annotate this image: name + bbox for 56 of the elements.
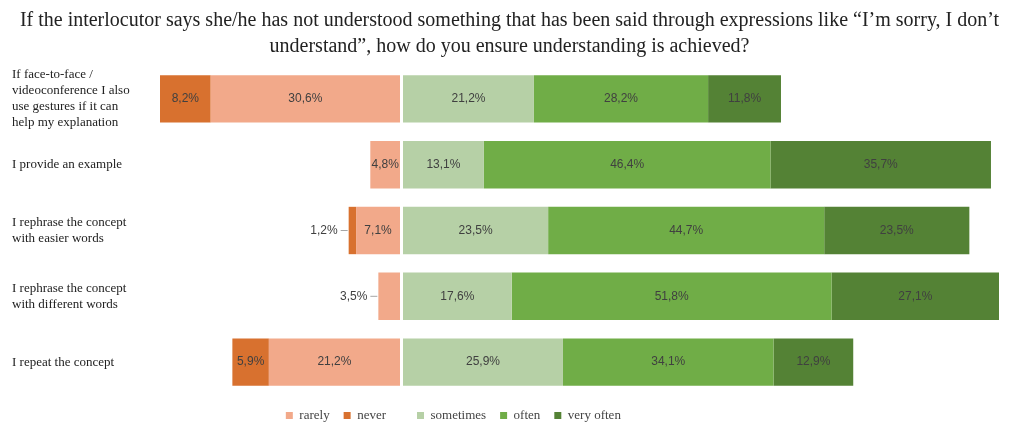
data-label: 7,1% xyxy=(364,222,393,237)
bar xyxy=(268,338,400,386)
bar xyxy=(378,272,400,320)
data-label: 46,4% xyxy=(610,157,645,172)
bar xyxy=(160,75,211,123)
bar xyxy=(403,75,534,123)
bar xyxy=(824,206,970,255)
data-label: 11,8% xyxy=(727,91,762,106)
legend-label: often xyxy=(513,406,541,422)
bar xyxy=(548,206,825,255)
bar xyxy=(403,272,512,320)
legend-label: rarely xyxy=(299,406,331,422)
bar xyxy=(562,338,774,386)
y-tick-label: I rephrase the concept with different words xyxy=(12,279,127,311)
bar xyxy=(403,141,484,189)
bar xyxy=(770,141,991,189)
data-label: 21,2% xyxy=(317,354,352,369)
data-label: 27,1% xyxy=(898,288,933,303)
bar xyxy=(348,206,357,255)
bar xyxy=(403,338,563,386)
data-label: 1,2% xyxy=(310,222,338,237)
data-label: 4,8% xyxy=(371,157,400,172)
legend-label: sometimes xyxy=(430,406,487,422)
bar xyxy=(403,206,549,255)
data-label: 28,2% xyxy=(604,91,639,106)
legend-label: never xyxy=(357,406,387,422)
data-label: 44,7% xyxy=(669,222,704,237)
text: If the interlocutor says she/he has not understood something that has been said through expressions like “I’m sorry, I don’t understand”, how do you ensure understanding is achieved? xyxy=(18,7,1001,59)
data-label: 3,5% xyxy=(339,288,368,303)
data-label: 30,6% xyxy=(288,91,323,106)
bar xyxy=(708,75,781,123)
bar xyxy=(511,272,832,320)
data-label: 8,2% xyxy=(171,91,200,106)
data-label: 51,8% xyxy=(654,288,689,303)
bar xyxy=(356,206,400,255)
data-label: 23,5% xyxy=(458,222,493,237)
data-label: 12,9% xyxy=(796,354,831,369)
legend-label: very often xyxy=(567,406,622,422)
data-label: 5,9% xyxy=(236,354,265,369)
data-label: 23,5% xyxy=(879,222,915,237)
data-label: 17,6% xyxy=(440,288,475,303)
y-tick-label: If face-to-face / videoconference I also use gestures if it can help my explanation xyxy=(12,66,130,130)
y-tick-label: I repeat the concept xyxy=(12,353,115,369)
bar xyxy=(210,75,400,123)
data-label: 34,1% xyxy=(651,354,686,369)
bar xyxy=(831,272,999,320)
bar xyxy=(533,75,709,123)
data-label: 35,7% xyxy=(863,157,899,172)
bar xyxy=(232,338,269,386)
bar xyxy=(773,338,854,386)
bar xyxy=(483,141,771,189)
data-label: 13,1% xyxy=(426,157,461,172)
y-tick-label: I provide an example xyxy=(12,156,123,172)
data-label: 21,2% xyxy=(451,91,486,106)
data-label: 25,9% xyxy=(465,354,501,369)
y-tick-label: I rephrase the concept with easier words xyxy=(12,213,127,245)
